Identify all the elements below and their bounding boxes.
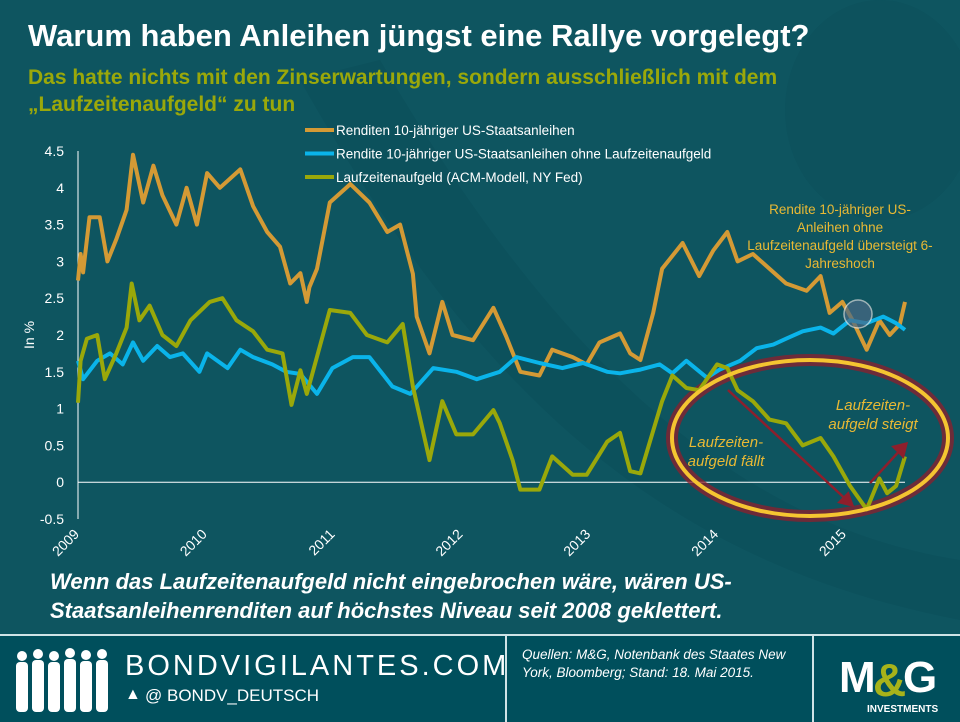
y-tick-label: 4 bbox=[56, 180, 64, 196]
x-tick-label: 2010 bbox=[177, 526, 210, 559]
divider bbox=[505, 636, 507, 722]
svg-text:&: & bbox=[873, 654, 906, 706]
x-tick-label: 2015 bbox=[816, 526, 849, 559]
page-subtitle: Das hatte nichts mit den Zinserwartungen… bbox=[28, 66, 778, 116]
twitter-bird-icon: ▲ bbox=[125, 686, 141, 703]
y-tick-label: 2.5 bbox=[45, 290, 65, 306]
series-line-2 bbox=[76, 314, 907, 396]
y-tick-label: 3 bbox=[56, 253, 64, 269]
y-tick-label: 3.5 bbox=[45, 217, 65, 233]
y-tick-label: 0 bbox=[56, 474, 64, 490]
arrow-up-head bbox=[891, 441, 909, 459]
y-tick-label: 1.5 bbox=[45, 364, 65, 380]
site-name[interactable]: BONDVIGILANTES.COM bbox=[125, 650, 510, 682]
x-tick-label: 2012 bbox=[432, 526, 465, 559]
y-axis-label: In % bbox=[21, 321, 37, 349]
sources-text: Quellen: M&G, Notenbank des Staates New … bbox=[522, 647, 786, 680]
highlight-circle bbox=[843, 299, 873, 329]
svg-text:M: M bbox=[839, 653, 873, 702]
annotation-premium-falls: Laufzeiten-aufgeld fällt bbox=[687, 434, 765, 470]
series-line-3 bbox=[76, 281, 907, 512]
logo-subtitle: INVESTMENTS bbox=[867, 704, 938, 715]
x-tick-label: 2011 bbox=[305, 526, 338, 559]
twitter-handle[interactable]: @ BONDV_DEUTSCH bbox=[145, 686, 320, 705]
legend-label: Rendite 10-jähriger US-Staatsanleihen oh… bbox=[336, 147, 711, 162]
arrow-down-head bbox=[837, 491, 855, 508]
arrow-down bbox=[727, 389, 853, 506]
y-tick-label: 1 bbox=[56, 401, 64, 417]
x-tick-label: 2009 bbox=[49, 526, 82, 559]
x-tick-label: 2013 bbox=[560, 526, 593, 559]
annotation-premium-rises: Laufzeiten-aufgeld steigt bbox=[828, 397, 918, 433]
footer: BONDVIGILANTES.COM ▲ @ BONDV_DEUTSCH Que… bbox=[0, 634, 960, 722]
highlight-ellipse bbox=[670, 358, 950, 518]
y-tick-label: 2 bbox=[56, 327, 64, 343]
x-tick-label: 2014 bbox=[688, 526, 721, 559]
y-tick-label: 0.5 bbox=[45, 437, 65, 453]
people-silhouettes-icon bbox=[16, 648, 108, 712]
legend-label: Renditen 10-jähriger US-Staatsanleihen bbox=[336, 123, 575, 138]
y-tick-label: 4.5 bbox=[45, 143, 65, 159]
svg-text:G: G bbox=[903, 653, 937, 702]
divider bbox=[812, 636, 814, 722]
y-tick-label: -0.5 bbox=[40, 511, 64, 527]
mg-investments-logo: M & G INVESTMENTS bbox=[835, 646, 945, 716]
series-line-1 bbox=[76, 152, 907, 378]
conclusion-text: Wenn das Laufzeitenaufgeld nicht eingebr… bbox=[50, 569, 732, 623]
page-title: Warum haben Anleihen jüngst eine Rallye … bbox=[28, 18, 810, 53]
legend-label: Laufzeitenaufgeld (ACM-Modell, NY Fed) bbox=[336, 170, 583, 185]
annotation-six-year-high: Rendite 10-jähriger US-Anleihen ohne Lau… bbox=[747, 202, 933, 271]
